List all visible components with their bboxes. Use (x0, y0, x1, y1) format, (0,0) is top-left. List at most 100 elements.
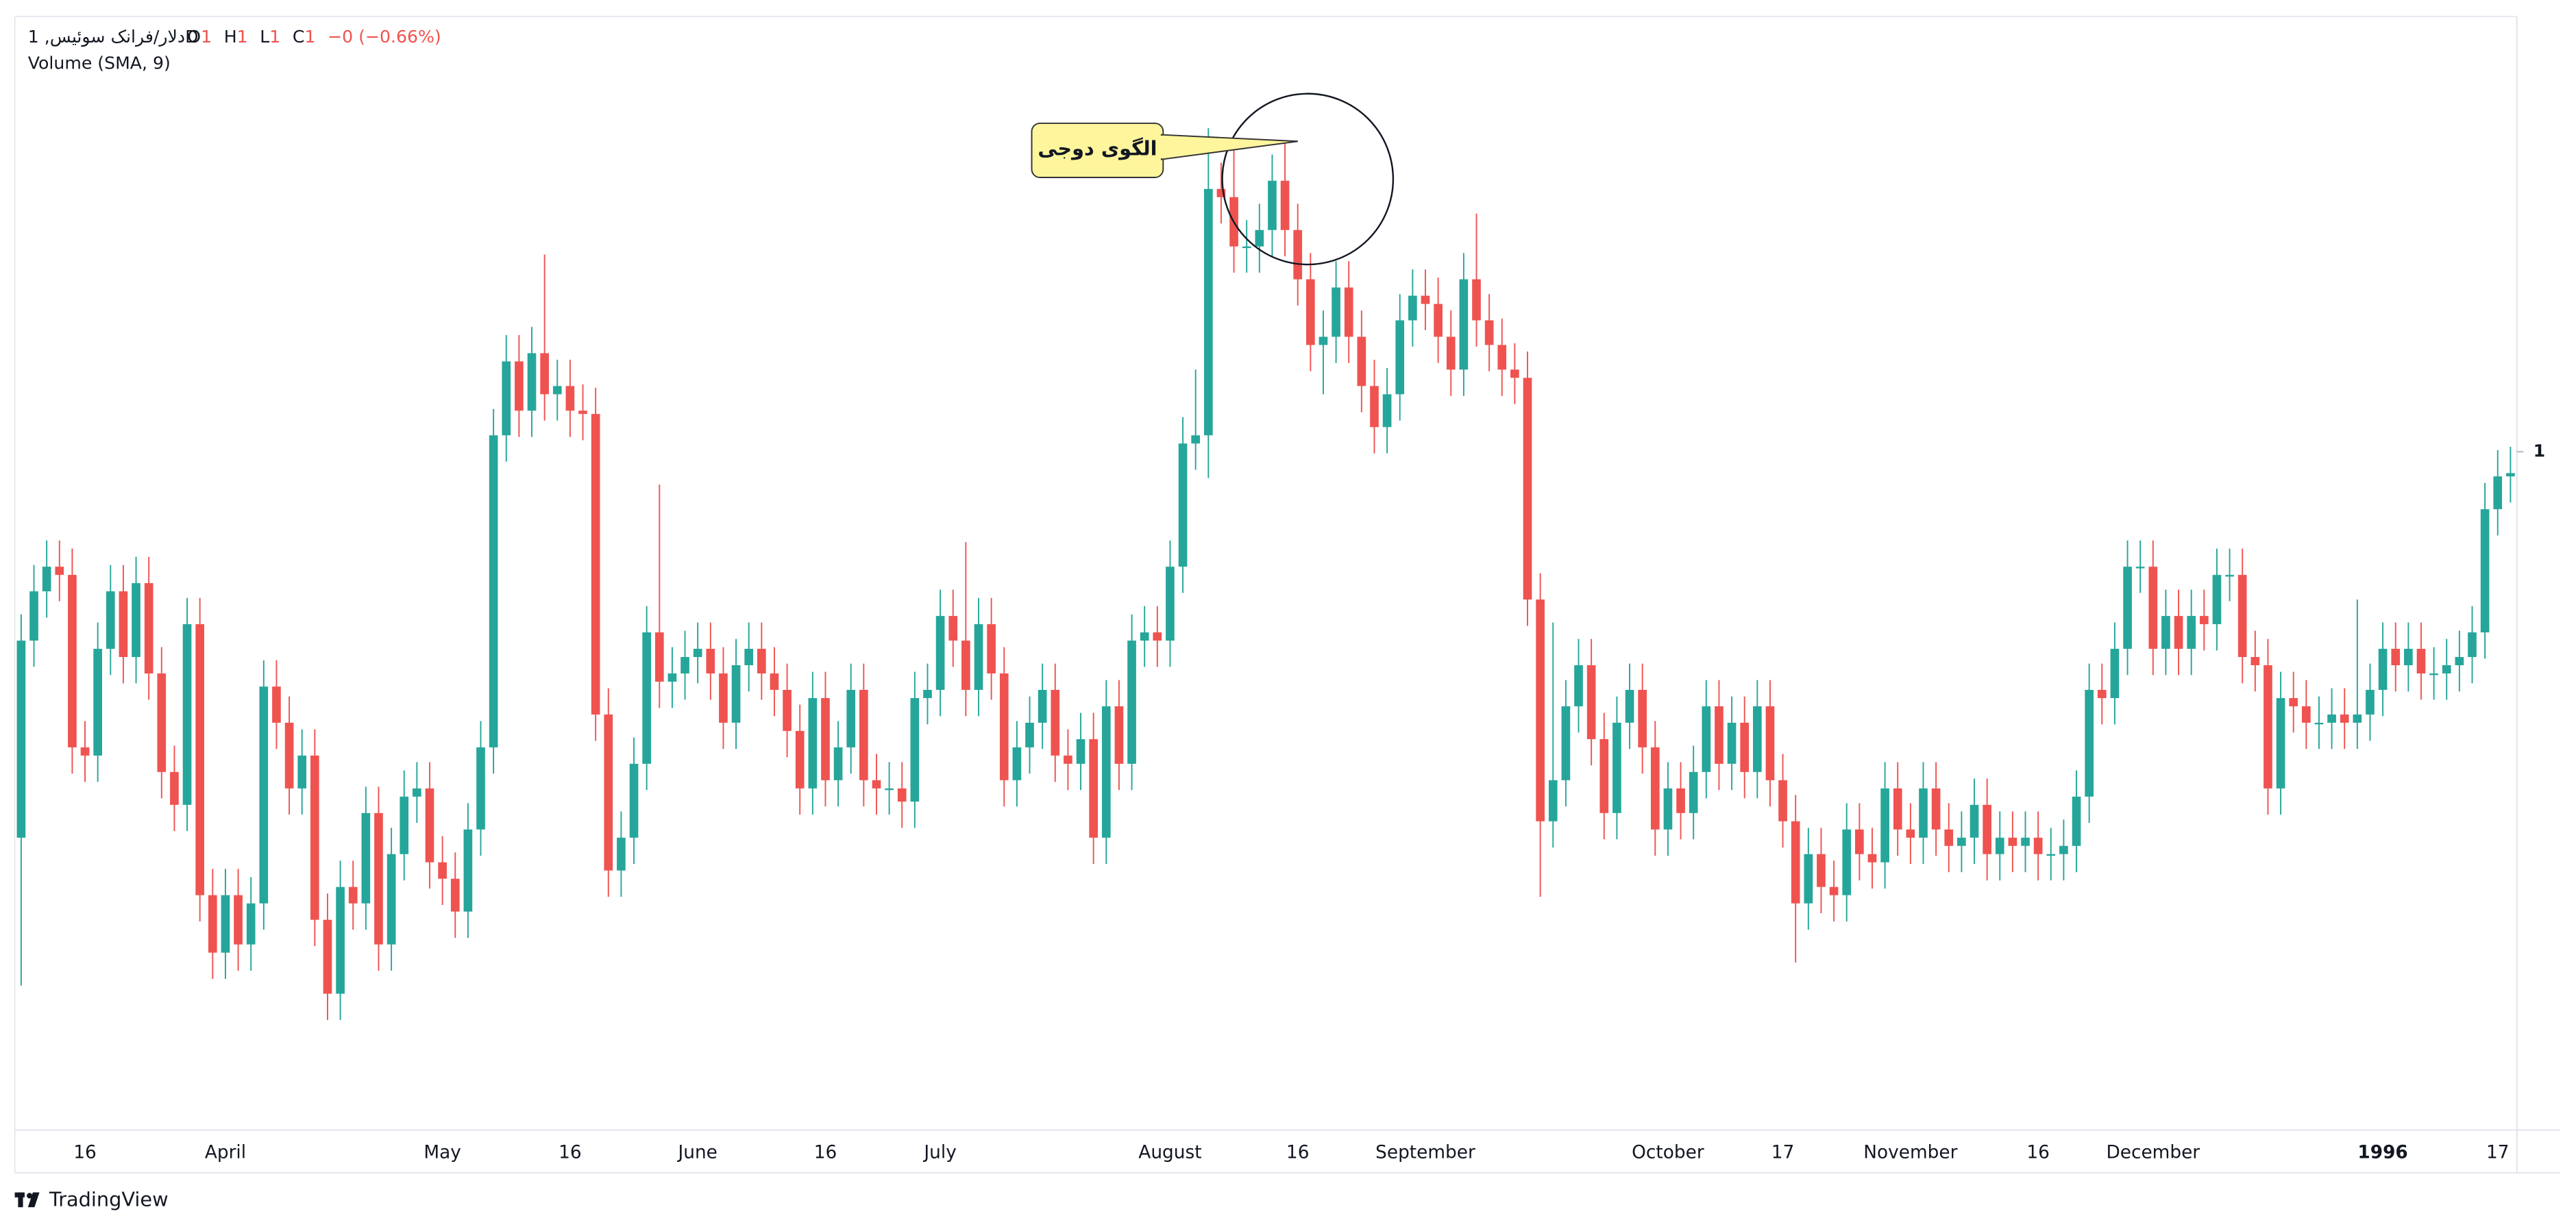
candle-body (1586, 665, 1596, 739)
logo-part (27, 1192, 40, 1208)
candle-body (808, 697, 818, 789)
candle-body (693, 649, 702, 658)
candle-body (1995, 837, 2004, 854)
candle-body (2366, 689, 2375, 715)
candle-body (2008, 837, 2017, 846)
legend-key: H (224, 27, 237, 47)
x-tick-label: December (2106, 1143, 2200, 1163)
brand: TradingView (49, 1188, 169, 1211)
candle-body (783, 689, 792, 731)
candle-body (2110, 649, 2120, 698)
candle-body (208, 895, 217, 953)
candle-body (1855, 829, 1864, 854)
x-tick-label: August (1138, 1143, 1201, 1163)
candle-body (1446, 336, 1456, 370)
candle-body (1970, 804, 1979, 838)
candle-body (80, 747, 90, 756)
candle-body (744, 649, 754, 666)
candle-body (2404, 649, 2413, 666)
candle-body (157, 673, 167, 772)
candle-body (1127, 641, 1136, 764)
candle-body (1484, 320, 1494, 345)
candle-body (259, 686, 269, 904)
candle-body (2059, 845, 2068, 854)
candle-body (1203, 188, 1213, 436)
candle-body (1957, 837, 1966, 846)
candle-body (1434, 303, 1443, 337)
candle-body (1114, 706, 1124, 764)
x-tick-label: 17 (2486, 1143, 2510, 1163)
candle-body (1242, 246, 1251, 249)
x-tick-label: 16 (2026, 1143, 2050, 1163)
legend-key: C (293, 27, 305, 47)
candle-body (680, 657, 689, 674)
candle-body (1051, 689, 1060, 756)
candle-body (987, 624, 996, 674)
candle-body (642, 632, 652, 764)
x-tick-label: 17 (1771, 1143, 1795, 1163)
candle-body (272, 686, 281, 723)
candle-body (2123, 567, 2132, 649)
candle-body (1842, 829, 1852, 895)
candle-body (221, 895, 230, 953)
candle-body (948, 616, 958, 641)
candle-body (1523, 377, 1532, 600)
candle-body (999, 673, 1009, 780)
candle-body (144, 583, 154, 674)
candle-body (1752, 706, 1762, 772)
candle-body (629, 763, 639, 838)
candle-body (361, 813, 371, 904)
ohlc-legend: O1 H1 L1 C1 −0 (−0.66%) (187, 27, 441, 47)
candle-body (1064, 755, 1072, 764)
candle-body (552, 386, 562, 395)
y-tick-label: 1 (2534, 441, 2546, 460)
candle-body (540, 353, 549, 395)
candle-body (387, 854, 396, 945)
candle-body (872, 780, 881, 789)
candle-body (910, 697, 920, 802)
candle-body (757, 649, 766, 674)
candle-body (1025, 722, 1034, 747)
candle-body (2033, 837, 2043, 854)
candle-body (502, 361, 511, 436)
x-tick-label: 1996 (2357, 1143, 2407, 1163)
candle-body (310, 755, 319, 920)
candle-body (1804, 854, 1813, 904)
candle-body (654, 632, 664, 682)
candle-body (29, 591, 38, 641)
candle-body (119, 591, 128, 658)
legend-value: 1 (304, 27, 315, 47)
candle-body (1382, 394, 1392, 427)
candle-body (182, 624, 192, 805)
candle-body (2416, 649, 2426, 674)
candle-body (2493, 476, 2503, 510)
candle-body (591, 414, 600, 715)
candle-body (1370, 386, 1379, 427)
candle-body (885, 788, 894, 791)
candle-body (2135, 567, 2145, 569)
candle-body (2085, 689, 2094, 797)
candle-body (1638, 689, 1647, 747)
candle-body (1548, 780, 1558, 821)
candle-body (2072, 796, 2081, 846)
candle-body (1727, 722, 1737, 764)
candle-body (604, 714, 613, 871)
candle-body (438, 862, 447, 879)
candle-body (2378, 649, 2388, 690)
callout: الگوی دوجی (1031, 122, 1299, 178)
candle-body (297, 755, 307, 789)
candle-body (2340, 714, 2349, 723)
candle-body (2506, 473, 2515, 477)
candle-body (2327, 714, 2336, 723)
candle-body (450, 878, 460, 912)
callout-seam (1156, 136, 1164, 159)
candle-body (1421, 295, 1430, 304)
candle-body (413, 788, 421, 797)
candle-body (1497, 345, 1507, 370)
candle-body (1178, 443, 1188, 567)
symbol: دلار/فرانک سوئیس, 1D (28, 27, 199, 47)
candle-body (923, 689, 932, 698)
candle-body (234, 895, 243, 945)
